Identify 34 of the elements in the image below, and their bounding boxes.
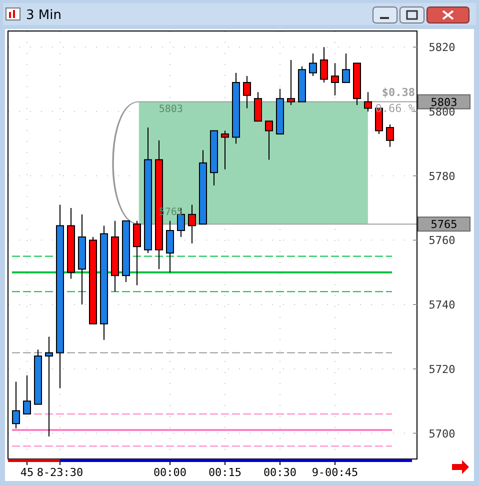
annotation: 5803: [158, 104, 183, 115]
annotation: 0.66 %: [375, 102, 416, 115]
candlestick: [254, 92, 262, 122]
candlestick: [12, 381, 20, 429]
candlestick: [243, 76, 251, 109]
candlestick: [188, 204, 196, 244]
y-tick-label: 5740: [428, 298, 456, 312]
candlestick: [331, 62, 339, 96]
x-tick-label: 8-23:30: [36, 466, 84, 479]
candlestick: [133, 220, 141, 286]
candlestick: [309, 53, 317, 77]
candlestick: [320, 46, 328, 83]
y-tick-label: 5780: [428, 170, 456, 183]
y-tick-label: 5820: [428, 41, 456, 54]
y-tick-label: 5760: [428, 234, 456, 248]
candlestick: [166, 220, 174, 273]
chart-title: 3 Min: [26, 8, 62, 23]
candlestick: [23, 374, 31, 414]
candlestick: [45, 336, 53, 437]
candlestick: [386, 124, 394, 148]
candlestick: [364, 92, 372, 112]
y-tick-label: 5700: [428, 427, 456, 440]
x-tick-label: 00:15: [208, 466, 242, 479]
y-tick-label: 5720: [428, 362, 456, 376]
annotation: $0.38: [382, 86, 415, 99]
candlestick: [265, 120, 273, 160]
x-tick-label: 00:30: [263, 466, 297, 479]
x-tick-label: 45: [20, 466, 34, 479]
candlestick: [221, 130, 229, 170]
ref-line-label: 5765: [430, 218, 458, 232]
candlestick: [342, 53, 350, 83]
candlestick: [287, 59, 295, 106]
x-tick-label: 00:00: [153, 466, 187, 479]
x-tick-label: 9-00:45: [312, 466, 358, 479]
